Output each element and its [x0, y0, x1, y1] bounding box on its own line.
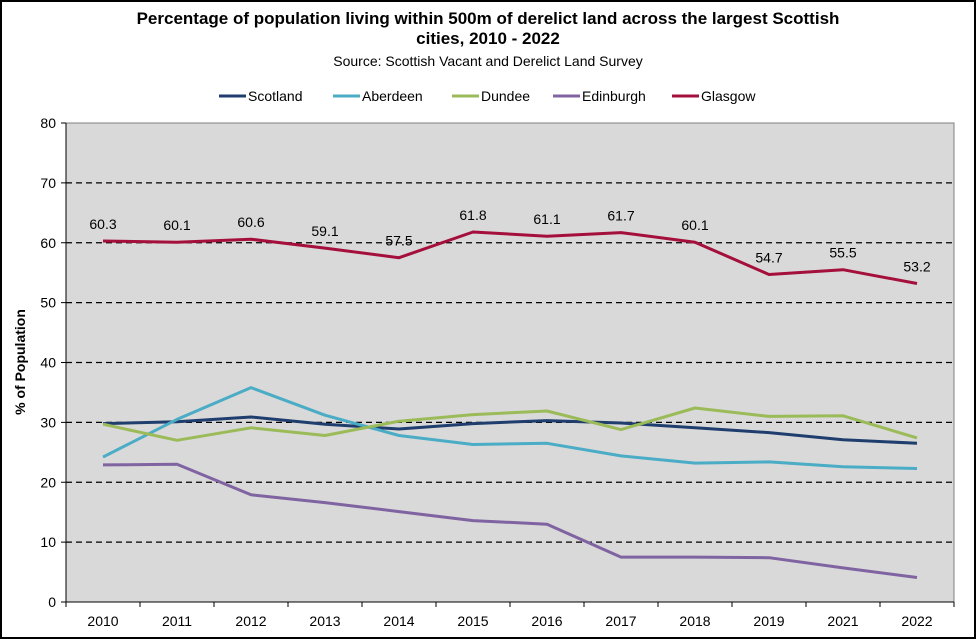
legend-label-edinburgh: Edinburgh: [582, 88, 646, 104]
data-label-glasgow: 60.6: [237, 214, 264, 230]
data-label-glasgow: 61.7: [607, 208, 634, 224]
x-tick-label: 2011: [162, 613, 192, 629]
data-label-glasgow: 53.2: [903, 258, 930, 274]
x-tick-label: 2012: [235, 613, 266, 629]
data-label-glasgow: 61.8: [459, 207, 486, 223]
data-label-glasgow: 54.7: [755, 249, 782, 265]
data-labels: 60.3 60.1 60.6 59.1 57.5 61.8 61.1 61.7 60.1 54.7…: [89, 207, 930, 274]
chart-title-line-2: cities, 2010 - 2022: [416, 29, 560, 48]
x-tick-label: 2013: [309, 613, 340, 629]
data-label-glasgow: 57.5: [385, 233, 412, 249]
x-tick-label: 2010: [87, 613, 118, 629]
y-tick-label: 10: [40, 534, 56, 550]
chart-subtitle: Source: Scottish Vacant and Derelict Lan…: [333, 53, 643, 69]
x-axis: 2010 2011 2012 2013 2014 2015 2016 2017 2018 2019…: [65, 601, 955, 629]
legend-label-dundee: Dundee: [481, 88, 530, 104]
y-tick-label: 50: [40, 295, 56, 311]
chart-title-line-1: Percentage of population living within 5…: [136, 9, 840, 28]
x-tick-label: 2014: [383, 613, 414, 629]
data-label-glasgow: 60.1: [681, 217, 708, 233]
y-tick-label: 20: [40, 474, 56, 490]
legend-label-scotland: Scotland: [248, 88, 302, 104]
x-tick-label: 2022: [901, 613, 932, 629]
data-label-glasgow: 55.5: [829, 245, 856, 261]
y-tick-label: 70: [40, 175, 56, 191]
y-tick-label: 80: [40, 115, 56, 131]
series-lines: [102, 230, 918, 579]
legend-label-aberdeen: Aberdeen: [362, 88, 423, 104]
y-axis: 0 10 20 30 40 50 60 70 80: [40, 115, 67, 610]
y-tick-label: 30: [40, 414, 56, 430]
gridlines: [66, 182, 954, 543]
x-tick-label: 2021: [827, 613, 858, 629]
chart-title: Percentage of population living within 5…: [0, 9, 976, 49]
series-line-glasgow: [102, 230, 918, 285]
x-tick-label: 2019: [753, 613, 784, 629]
y-tick-label: 0: [48, 594, 56, 610]
series-line-scotland: [102, 415, 918, 445]
y-tick-label: 40: [40, 355, 56, 371]
x-tick-label: 2016: [531, 613, 562, 629]
x-tick-label: 2018: [679, 613, 710, 629]
legend-label-glasgow: Glasgow: [701, 88, 756, 104]
data-label-glasgow: 61.1: [533, 211, 560, 227]
x-tick-label: 2015: [457, 613, 488, 629]
legend: Scotland Aberdeen Dundee Edinburgh Glasgow: [219, 88, 756, 104]
data-label-glasgow: 60.3: [89, 216, 116, 232]
x-tick-label: 2017: [605, 613, 636, 629]
series-line-dundee: [102, 406, 918, 442]
series-line-aberdeen: [102, 386, 918, 470]
y-tick-label: 60: [40, 235, 56, 251]
data-label-glasgow: 60.1: [163, 217, 190, 233]
y-axis-label: % of Population: [12, 309, 28, 415]
series-line-edinburgh: [102, 462, 918, 579]
data-label-glasgow: 59.1: [311, 223, 338, 239]
